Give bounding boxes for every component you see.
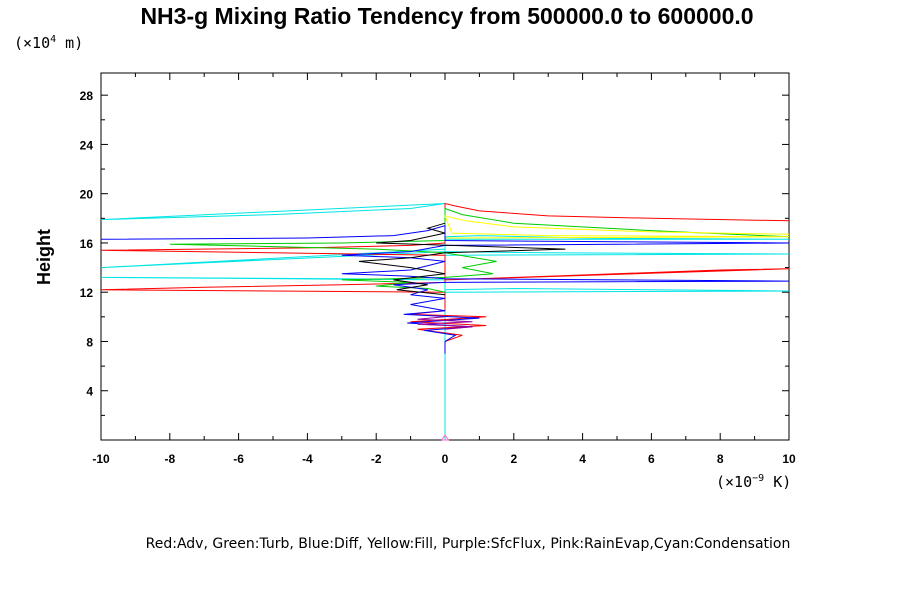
x-unit-suffix: K) [764, 473, 791, 491]
x-tick-label: 8 [717, 452, 724, 466]
series-line-turb [169, 207, 790, 293]
x-tick-label: -8 [164, 452, 175, 466]
chart-title: NH3-g Mixing Ratio Tendency from 500000.… [140, 3, 753, 29]
series-line-yellow [444, 215, 790, 239]
series-line-rainevap [441, 434, 450, 441]
series-line-sfcflux [417, 316, 473, 330]
y-tick-label: 8 [86, 335, 93, 349]
x-tick-label: 4 [579, 452, 586, 466]
x-unit-exponent: −9 [752, 473, 764, 484]
series-line-adv [100, 202, 790, 342]
x-axis-unit: (×10−9 K) [716, 473, 791, 491]
series-line-unnamed [358, 222, 566, 296]
y-unit-exponent: 4 [50, 34, 56, 45]
x-tick-label: -10 [92, 452, 110, 466]
y-unit-suffix: m) [56, 34, 83, 52]
x-tick-label: 0 [442, 452, 449, 466]
y-tick-label: 28 [80, 89, 94, 103]
x-tick-label: -2 [371, 452, 382, 466]
y-axis-unit: (×104 m) [14, 34, 83, 52]
x-tick-label: 6 [648, 452, 655, 466]
y-unit-prefix: (×10 [14, 34, 50, 52]
y-tick-label: 4 [86, 385, 93, 399]
data-series [100, 202, 790, 441]
x-tick-label: -6 [233, 452, 244, 466]
y-tick-label: 24 [80, 138, 94, 152]
y-axis-label: Height [34, 229, 54, 285]
y-tick-label: 20 [80, 188, 94, 202]
x-tick-label: -4 [302, 452, 313, 466]
series-line-condensation [100, 202, 790, 440]
x-tick-label: 2 [510, 452, 517, 466]
x-tick-label: 10 [782, 452, 796, 466]
legend-text: Red:Adv, Green:Turb, Blue:Diff, Yellow:F… [146, 536, 791, 552]
y-tick-label: 16 [80, 237, 94, 251]
y-tick-label: 12 [80, 286, 94, 300]
x-unit-prefix: (×10 [716, 473, 752, 491]
